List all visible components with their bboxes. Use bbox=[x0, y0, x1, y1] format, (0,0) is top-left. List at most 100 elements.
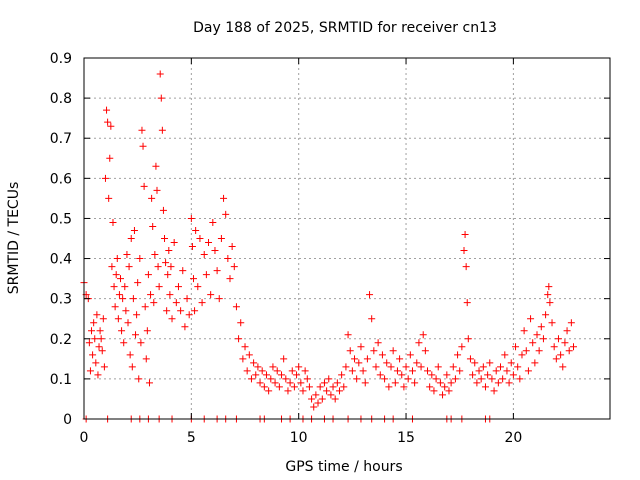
data-point bbox=[413, 359, 421, 367]
x-tick-label: 20 bbox=[504, 430, 522, 446]
data-point bbox=[426, 383, 434, 391]
data-point bbox=[228, 243, 236, 251]
data-point bbox=[398, 371, 406, 379]
data-point bbox=[461, 230, 469, 238]
data-point bbox=[150, 299, 158, 307]
data-point bbox=[170, 239, 178, 247]
data-point bbox=[400, 383, 408, 391]
data-point bbox=[134, 279, 142, 287]
data-point bbox=[136, 255, 144, 263]
data-point bbox=[368, 315, 376, 323]
data-point bbox=[110, 283, 118, 291]
data-point bbox=[224, 255, 232, 263]
data-point bbox=[88, 327, 96, 335]
data-point bbox=[128, 363, 136, 371]
data-point bbox=[320, 379, 328, 387]
data-point bbox=[179, 267, 187, 275]
data-point bbox=[258, 367, 266, 375]
data-point bbox=[310, 403, 318, 411]
data-point bbox=[512, 343, 520, 351]
data-point bbox=[458, 343, 466, 351]
data-point bbox=[449, 363, 457, 371]
data-point bbox=[108, 263, 116, 271]
data-point bbox=[331, 395, 339, 403]
data-point bbox=[554, 335, 562, 343]
data-point bbox=[520, 327, 528, 335]
y-tick-labels: 0 0.1 0.2 0.3 0.4 0.5 0.6 0.7 0.8 0.9 bbox=[50, 51, 72, 428]
data-point bbox=[552, 355, 560, 363]
data-point bbox=[198, 299, 206, 307]
data-point bbox=[463, 299, 471, 307]
data-point bbox=[202, 271, 210, 279]
grid bbox=[84, 58, 610, 419]
data-point bbox=[162, 259, 170, 267]
data-point bbox=[318, 395, 326, 403]
chart-title: Day 188 of 2025, SRMTID for receiver cn1… bbox=[193, 20, 497, 36]
data-point bbox=[363, 355, 371, 363]
data-point bbox=[101, 174, 109, 182]
data-point bbox=[129, 295, 137, 303]
data-point bbox=[533, 331, 541, 339]
data-point bbox=[565, 347, 573, 355]
data-point bbox=[471, 359, 479, 367]
data-point bbox=[545, 283, 553, 291]
data-point bbox=[93, 311, 101, 319]
data-point bbox=[316, 383, 324, 391]
data-point bbox=[119, 295, 127, 303]
x-tick-label: 0 bbox=[80, 430, 89, 446]
data-point bbox=[366, 291, 374, 299]
data-point bbox=[385, 383, 393, 391]
data-point bbox=[99, 315, 107, 323]
data-point bbox=[357, 343, 365, 351]
data-point bbox=[325, 375, 333, 383]
data-point bbox=[297, 379, 305, 387]
data-point bbox=[168, 315, 176, 323]
data-point bbox=[96, 327, 104, 335]
data-point bbox=[570, 343, 578, 351]
data-point bbox=[280, 355, 288, 363]
data-point bbox=[140, 182, 148, 190]
data-point bbox=[100, 363, 108, 371]
data-point bbox=[187, 214, 195, 222]
data-point bbox=[116, 275, 124, 283]
data-point bbox=[166, 291, 174, 299]
data-point bbox=[460, 247, 468, 255]
data-point bbox=[323, 387, 331, 395]
data-point bbox=[164, 271, 172, 279]
data-point bbox=[479, 363, 487, 371]
data-point bbox=[103, 106, 111, 114]
data-point bbox=[295, 363, 303, 371]
y-tick-label: 0.8 bbox=[50, 91, 72, 107]
data-point bbox=[374, 339, 382, 347]
data-point bbox=[535, 347, 543, 355]
data-point bbox=[215, 295, 223, 303]
data-point bbox=[462, 263, 470, 271]
data-point bbox=[542, 311, 550, 319]
x-tick-label: 10 bbox=[290, 430, 308, 446]
data-point bbox=[361, 379, 369, 387]
data-point bbox=[124, 319, 132, 327]
data-point bbox=[254, 363, 262, 371]
data-point bbox=[125, 263, 133, 271]
data-point bbox=[158, 126, 166, 134]
data-point bbox=[486, 359, 494, 367]
data-point bbox=[156, 70, 164, 78]
y-tick-label: 0.5 bbox=[50, 211, 72, 227]
data-point bbox=[269, 363, 277, 371]
data-point bbox=[355, 359, 363, 367]
data-point bbox=[507, 359, 515, 367]
data-point bbox=[126, 351, 134, 359]
data-point bbox=[104, 118, 112, 126]
data-point bbox=[112, 271, 120, 279]
data-points bbox=[80, 70, 578, 423]
data-point bbox=[86, 367, 94, 375]
data-point bbox=[567, 319, 575, 327]
data-point bbox=[372, 363, 380, 371]
data-point bbox=[145, 379, 153, 387]
data-point bbox=[191, 307, 199, 315]
data-point bbox=[137, 339, 145, 347]
data-point bbox=[308, 395, 316, 403]
data-point bbox=[188, 243, 196, 251]
data-point bbox=[105, 194, 113, 202]
